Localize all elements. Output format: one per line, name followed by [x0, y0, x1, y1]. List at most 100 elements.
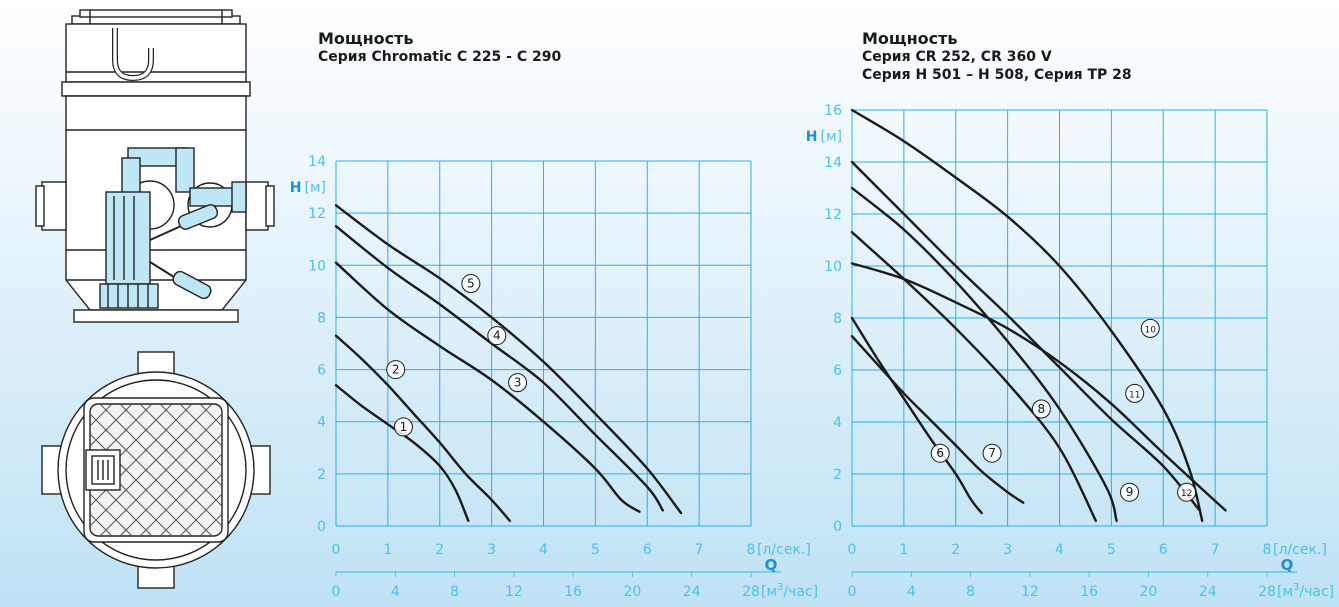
chart2-x-axis-letter: Q	[1281, 556, 1294, 574]
chart2-curve-marker-7	[982, 443, 1002, 463]
chart1-x-axis-letter: Q	[765, 556, 778, 574]
chart1-x2-tick-label: 20	[624, 584, 642, 600]
chart1-curve-label-1: 1	[400, 420, 408, 434]
chart1-x2-tick-label: 16	[564, 584, 582, 600]
chart1-y-tick-label: 8	[317, 310, 326, 326]
chart2-x-tick-label: 2	[951, 542, 960, 558]
chart1-y-tick-label: 0	[317, 519, 326, 535]
chart2-grid	[851, 109, 1268, 527]
chart2-curve-8	[850, 231, 1097, 522]
chart1-curve-marker-2	[386, 360, 406, 380]
chart2-curve-12	[850, 160, 1201, 512]
chart2-curve-marker-8	[1031, 399, 1051, 419]
chart1-y-axis-unit: [м]	[305, 180, 327, 196]
chart1-curve-2	[334, 334, 511, 522]
pump-chamber-top-view	[41, 351, 271, 589]
chart2-x2-tick-label: 8	[966, 584, 975, 600]
chart2-y-axis-letter: H	[806, 129, 818, 145]
chart2-curve-label-10: 10	[1145, 325, 1157, 335]
chart1-curve-marker-1	[393, 417, 413, 437]
chart2-curve-marker-9	[1120, 482, 1140, 502]
chart1-curve-label-2: 2	[392, 363, 400, 377]
chart2-x-tick-label: 3	[1003, 542, 1012, 558]
chart1-x-tick-label: 5	[591, 542, 600, 558]
chart2-x-axis-unit: [л/сек.]	[1273, 542, 1327, 558]
chart1-curve-1	[334, 384, 470, 522]
chart1-curves: 1 2 3 4 5	[334, 204, 683, 522]
chart2-x2-tick-label: 20	[1140, 584, 1158, 600]
chart1-x-tick-label: 1	[383, 542, 392, 558]
chart2-y-tick-label: 16	[824, 103, 842, 119]
chart1-curve-label-4: 4	[493, 329, 501, 343]
chart2-curve-label-12: 12	[1181, 489, 1192, 499]
chart1-curve-3	[334, 261, 641, 513]
chart2-curve-10	[850, 108, 1204, 522]
chart1-curve-4	[334, 225, 664, 512]
chart2-y-axis-unit: [м]	[821, 129, 843, 145]
chart1-x-tick-label: 4	[539, 542, 548, 558]
chart2-curve-label-7: 7	[988, 446, 996, 460]
chart2-y-tick-label: 12	[824, 207, 842, 223]
chart2-x2-tick-label: 16	[1080, 584, 1098, 600]
chart2-y-tick-label: 0	[833, 519, 842, 535]
chart2-x2-unit-tail: /час]	[1299, 584, 1334, 600]
chart1-y-tick-label: 2	[317, 467, 326, 483]
chart2-curve-7	[850, 335, 1025, 504]
chart2-x2-tick-label: 24	[1199, 584, 1217, 600]
chart2-x-tick-label: 1	[899, 542, 908, 558]
chart2-title-block: Мощность Серия CR 252, CR 360 V Серия H …	[862, 30, 1132, 84]
chart1-x-tick-label: 8	[747, 542, 756, 558]
chart2-subtitle: Серия CR 252, CR 360 V	[862, 49, 1052, 65]
chart1-title: Мощность	[318, 29, 414, 48]
chart2-x-tick-label: 6	[1159, 542, 1168, 558]
chart1-x-tick-label: 0	[332, 542, 341, 558]
chart2-curve-label-11: 11	[1129, 390, 1140, 400]
chart1-grid	[335, 160, 752, 527]
chart2-x-tick-label: 8	[1263, 542, 1272, 558]
chart1-y-tick-label: 14	[308, 154, 326, 170]
chart2-y-tick-label: 8	[833, 311, 842, 327]
chart2-x2-unit-base: [м	[1277, 584, 1293, 600]
chart1-x2-tick-label: 0	[332, 584, 341, 600]
chart1-x2-tick-label: 8	[450, 584, 459, 600]
chart1-curve-marker-4	[487, 326, 507, 346]
chart1-curve-marker-5	[461, 274, 481, 294]
chart1-title-block: Мощность Серия Chromatic C 225 - C 290	[318, 30, 561, 66]
chart1-x2-tick-label: 28	[742, 584, 760, 600]
chart1-x2-tick-label: 24	[683, 584, 701, 600]
chart2-curve-label-9: 9	[1126, 485, 1134, 499]
chart1-x2-axis-unit: [м3/час]	[761, 582, 818, 600]
chart2-curve-6	[850, 316, 983, 515]
chart2-curve-label-6: 6	[936, 446, 944, 460]
chart2-curve-marker-12	[1177, 482, 1197, 502]
chart2-y-tick-label: 6	[833, 363, 842, 379]
chart2-curves: 6 7 8 9 10 11 12	[850, 108, 1227, 522]
chart1-x-tick-label: 6	[643, 542, 652, 558]
chart2-x2-axis-unit: [м3/час]	[1277, 582, 1334, 600]
chart2-y-tick-label: 2	[833, 467, 842, 483]
chart1-x2-unit-base: [м	[761, 584, 777, 600]
chart2-curve-9	[850, 186, 1118, 522]
chart2-y-tick-label: 14	[824, 155, 842, 171]
chart2-x-tick-label: 5	[1107, 542, 1116, 558]
chart1-x-axis-unit: [л/сек.]	[757, 542, 811, 558]
chart1-subtitle: Серия Chromatic C 225 - C 290	[318, 49, 562, 65]
chart2-curve-marker-11	[1125, 383, 1145, 403]
chart1-curve-5	[334, 204, 683, 515]
chart2-x-tick-label: 7	[1211, 542, 1220, 558]
chart1-x-tick-label: 2	[435, 542, 444, 558]
chart2-subtitle2: Серия H 501 – H 508, Серия TP 28	[862, 67, 1132, 83]
chart1-curve-label-3: 3	[514, 376, 522, 390]
chart1-x-tick-label: 3	[487, 542, 496, 558]
chart2-x-tick-label: 4	[1055, 542, 1064, 558]
chart2-x2-tick-label: 12	[1021, 584, 1039, 600]
chart1-y-tick-label: 6	[317, 363, 326, 379]
chart2-x2-tick-label: 4	[907, 584, 916, 600]
chart1-x2-unit-tail: /час]	[783, 584, 818, 600]
chart1-x2-unit-sup: 3	[777, 582, 783, 593]
chart2-x2-unit-sup: 3	[1293, 582, 1299, 593]
chart1-x2-tick-label: 12	[505, 584, 523, 600]
